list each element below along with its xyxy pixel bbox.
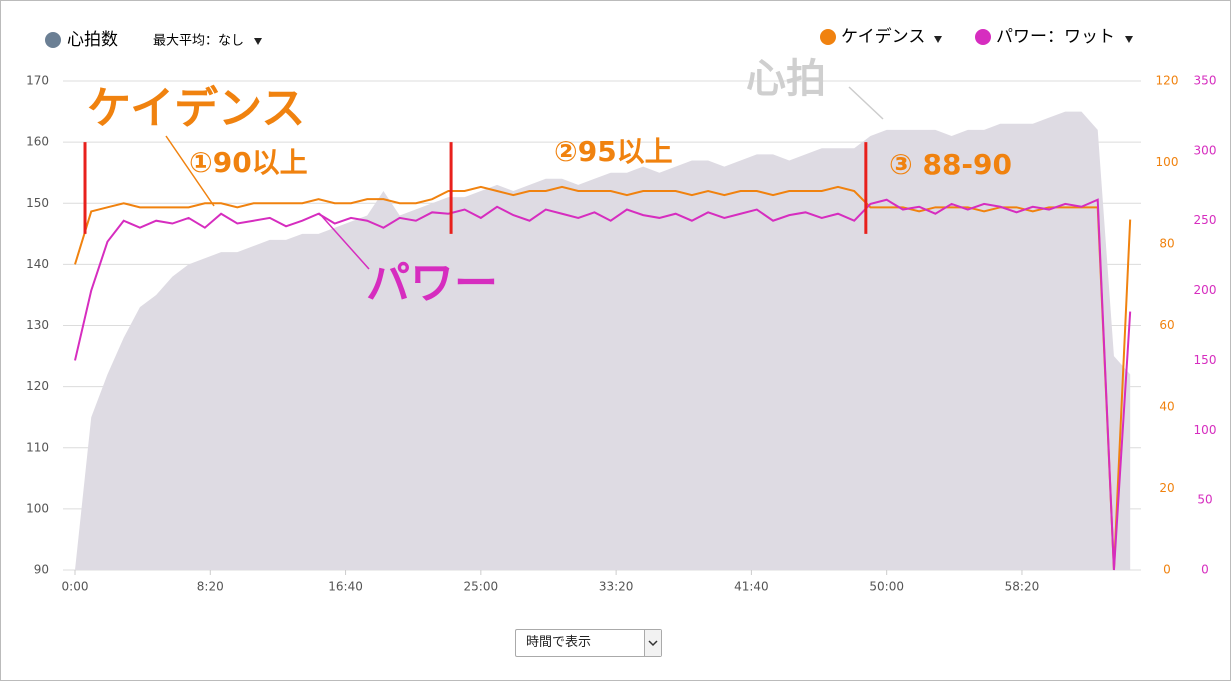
y-tick-label: 150 <box>26 196 49 210</box>
y-tick-label: 140 <box>26 257 49 271</box>
y2-tick-label: 40 <box>1159 400 1174 414</box>
y-tick-label: 170 <box>26 74 49 88</box>
y3-tick-label: 0 <box>1201 563 1209 577</box>
legend-label[interactable]: 心拍数 <box>67 30 118 50</box>
annotation: 心拍 <box>746 56 826 102</box>
x-tick-label: 58:20 <box>1005 580 1040 594</box>
x-tick-label: 0:00 <box>62 580 89 594</box>
legend-dot <box>975 29 991 45</box>
x-tick-label: 16:40 <box>328 580 363 594</box>
y2-tick-label: 0 <box>1163 563 1171 577</box>
y2-tick-label: 60 <box>1159 318 1174 332</box>
y-tick-label: 110 <box>26 440 49 454</box>
series-line <box>74 198 1132 571</box>
x-tick-label: 41:40 <box>734 580 769 594</box>
callout-line <box>165 135 215 207</box>
legend-dot <box>45 32 61 48</box>
select-arrow <box>644 630 661 656</box>
annotation: ③ 88-90 <box>889 148 1012 181</box>
chevron <box>648 640 658 647</box>
annotation: パワー <box>366 258 498 309</box>
y-tick-label: 160 <box>26 135 49 149</box>
y3-tick-label: 200 <box>1194 283 1217 297</box>
series-line <box>74 185 1132 571</box>
dropdown-icon <box>1125 36 1133 43</box>
x-tick-label: 50:00 <box>869 580 904 594</box>
annotation: ①90以上 <box>189 146 308 179</box>
x-tick-label: 33:20 <box>599 580 634 594</box>
y2-tick-label: 20 <box>1159 481 1174 495</box>
y3-tick-label: 150 <box>1194 353 1217 367</box>
y3-tick-label: 250 <box>1194 213 1217 227</box>
y-tick-label: 100 <box>26 501 49 515</box>
legend-dot <box>820 29 836 45</box>
y3-tick-label: 300 <box>1194 143 1217 157</box>
x-tick-label: 25:00 <box>464 580 499 594</box>
callout-line <box>848 86 884 120</box>
legend-label[interactable]: ケイデンス <box>841 26 925 47</box>
annotation: ②95以上 <box>554 135 673 168</box>
dropdown-icon <box>934 36 942 43</box>
y-tick-label: 90 <box>34 563 49 577</box>
y3-tick-label: 350 <box>1194 74 1217 88</box>
chart: 心拍数 最大平均：なし ケイデンス パワー：ワット 90 100 110 120 130… <box>26 26 1217 594</box>
select-value: 時間で表示 <box>526 635 592 650</box>
x-tick-label: 8:20 <box>197 580 224 594</box>
legend-label[interactable]: パワー：ワット <box>996 27 1115 47</box>
y2-tick-label: 120 <box>1156 74 1179 88</box>
dropdown-icon <box>254 38 262 45</box>
legend-option[interactable]: 最大平均：なし <box>153 34 244 49</box>
callout-line <box>318 212 370 270</box>
y3-tick-label: 50 <box>1197 493 1212 507</box>
y2-tick-label: 100 <box>1156 155 1179 169</box>
y3-tick-label: 100 <box>1194 423 1217 437</box>
y-tick-label: 130 <box>26 318 49 332</box>
y-tick-label: 120 <box>26 379 49 393</box>
view-select[interactable]: 時間で表示 <box>515 629 662 657</box>
annotation: ケイデンス <box>87 83 305 134</box>
y2-tick-label: 80 <box>1159 237 1174 251</box>
